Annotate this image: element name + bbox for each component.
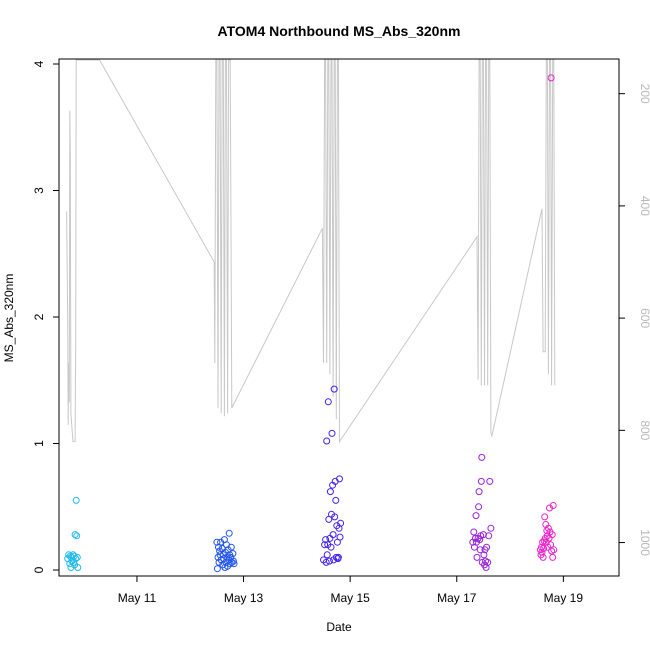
data-point [230, 560, 238, 568]
y2-tick-label: 800 [638, 420, 650, 440]
data-point [331, 513, 339, 521]
data-point [323, 551, 331, 559]
data-point [327, 543, 335, 551]
data-point [549, 502, 557, 509]
points-layer [64, 74, 558, 573]
data-point [550, 546, 558, 554]
data-point [544, 524, 552, 532]
data-point [477, 477, 485, 485]
y-tick-label: 0 [32, 566, 46, 573]
data-point [475, 503, 483, 511]
altitude-line-layer [66, 59, 556, 444]
data-point [470, 528, 478, 536]
y2-tick-label: 400 [638, 196, 650, 216]
data-point [485, 532, 493, 540]
data-point [329, 531, 337, 539]
data-point [479, 531, 487, 539]
y-axis-label: MS_Abs_320nm [2, 274, 16, 363]
data-point [328, 429, 336, 437]
data-point [472, 512, 480, 520]
data-point [336, 475, 343, 483]
x-tick-label: May 17 [437, 591, 477, 605]
data-point [227, 543, 235, 551]
y-axis: 0 1 2 3 4 [32, 60, 59, 573]
data-point [332, 496, 340, 504]
y-tick-label: 2 [32, 313, 46, 320]
data-point [229, 557, 237, 565]
data-point [73, 553, 81, 561]
x-tick-label: May 15 [330, 591, 370, 605]
data-point [540, 545, 548, 552]
y-tick-label: 4 [32, 60, 46, 67]
x-tick-label: May 13 [224, 591, 264, 605]
series-5 [536, 74, 558, 561]
data-point [321, 541, 329, 549]
data-point [476, 536, 484, 544]
x-tick-label: May 11 [118, 591, 157, 605]
data-point [478, 453, 486, 461]
x-axis-label: Date [326, 620, 352, 634]
y2-tick-label: 600 [638, 308, 650, 328]
data-point [484, 558, 492, 566]
data-point [326, 488, 334, 496]
data-point [487, 524, 495, 532]
altitude-line [66, 59, 556, 444]
right-axis: 200 400 600 800 1000 [619, 84, 650, 556]
data-point [541, 513, 549, 521]
data-point [325, 557, 333, 565]
data-point [473, 553, 481, 561]
data-point [476, 546, 484, 554]
y2-tick-label: 200 [638, 84, 650, 104]
data-point [548, 531, 556, 539]
data-point [334, 553, 342, 561]
data-point [220, 555, 228, 563]
data-point [538, 548, 546, 556]
data-point [486, 477, 494, 485]
data-point [72, 555, 80, 563]
y-tick-label: 3 [32, 187, 46, 194]
data-point [324, 398, 332, 406]
series-3 [320, 385, 345, 566]
data-point [480, 551, 488, 559]
chart-title: ATOM4 Northbound MS_Abs_320nm [218, 23, 461, 39]
data-point [337, 519, 345, 527]
data-point [547, 74, 555, 82]
data-point [213, 565, 221, 573]
x-tick-label: May 19 [544, 591, 584, 605]
data-point [475, 488, 483, 496]
data-point [539, 553, 547, 561]
data-point [74, 564, 82, 571]
data-point [73, 532, 81, 540]
data-point [229, 550, 237, 558]
data-point [332, 553, 340, 561]
series-4 [469, 453, 495, 571]
data-point [322, 558, 330, 566]
data-point [330, 385, 338, 393]
series-2 [213, 529, 238, 573]
data-point [213, 538, 221, 546]
data-point [549, 553, 557, 561]
x-axis: May 11 May 13 May 15 May 17 May 19 [118, 576, 584, 605]
data-point [323, 437, 331, 445]
data-point [72, 496, 80, 504]
y2-tick-label: 1000 [638, 529, 650, 556]
data-point [225, 529, 233, 537]
data-point [71, 531, 79, 539]
y-tick-label: 1 [32, 440, 46, 447]
series-1 [64, 496, 82, 571]
data-point [336, 533, 344, 541]
data-point [483, 543, 491, 551]
